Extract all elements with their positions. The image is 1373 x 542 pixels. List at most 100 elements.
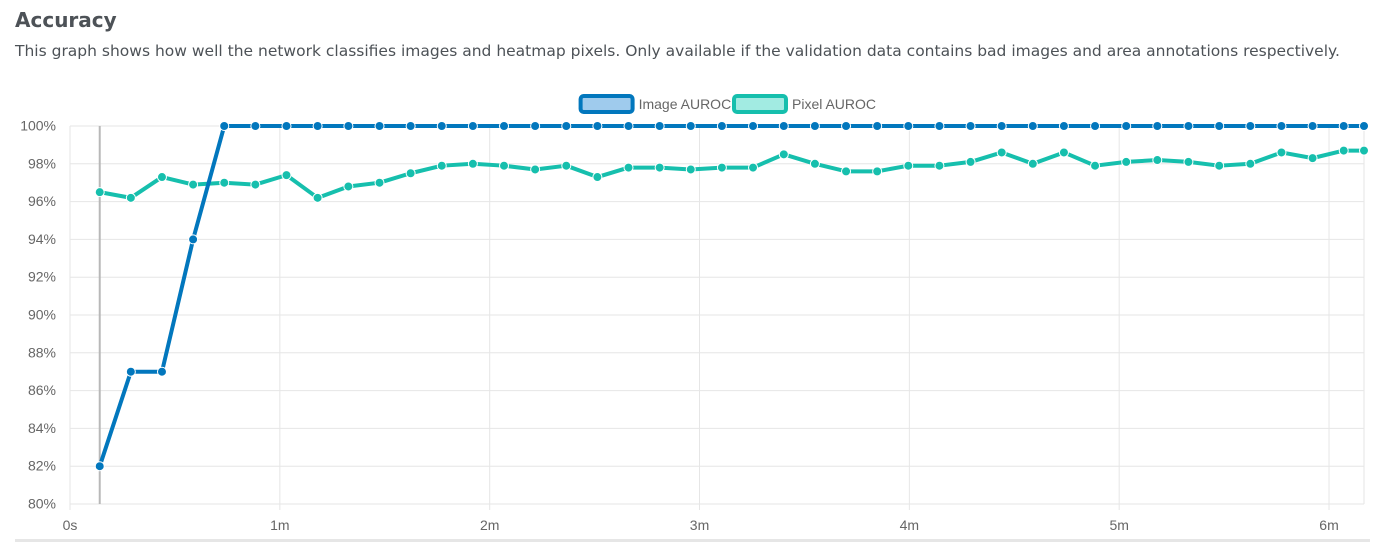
data-point[interactable] bbox=[841, 166, 852, 177]
legend-swatch-pixel-auroc[interactable] bbox=[732, 94, 788, 114]
data-point[interactable] bbox=[996, 147, 1007, 158]
data-point[interactable] bbox=[156, 172, 167, 183]
y-tick-label: 88% bbox=[28, 344, 56, 360]
data-point[interactable] bbox=[716, 121, 727, 131]
data-point[interactable] bbox=[436, 160, 447, 171]
data-point[interactable] bbox=[1152, 121, 1163, 131]
bottom-divider bbox=[15, 539, 1370, 542]
data-point[interactable] bbox=[996, 121, 1007, 131]
data-point[interactable] bbox=[125, 366, 136, 377]
data-point[interactable] bbox=[654, 121, 665, 131]
data-point[interactable] bbox=[250, 121, 261, 131]
data-point[interactable] bbox=[405, 121, 416, 131]
data-point[interactable] bbox=[1307, 121, 1318, 131]
x-tick-label: 1m bbox=[270, 517, 289, 533]
data-point[interactable] bbox=[94, 187, 105, 198]
data-point[interactable] bbox=[374, 177, 385, 188]
data-point[interactable] bbox=[748, 121, 759, 131]
data-point[interactable] bbox=[467, 121, 478, 131]
data-point[interactable] bbox=[1214, 160, 1225, 171]
chart-title: Accuracy bbox=[15, 8, 117, 32]
data-point[interactable] bbox=[778, 121, 789, 131]
data-point[interactable] bbox=[1359, 121, 1369, 131]
data-point[interactable] bbox=[1214, 121, 1225, 131]
data-point[interactable] bbox=[1090, 121, 1101, 131]
data-point[interactable] bbox=[716, 162, 727, 173]
y-tick-label: 92% bbox=[28, 269, 56, 285]
series-image-auroc bbox=[94, 121, 1369, 472]
data-point[interactable] bbox=[872, 121, 883, 131]
data-point[interactable] bbox=[1183, 121, 1194, 131]
y-tick-label: 96% bbox=[28, 193, 56, 209]
data-point[interactable] bbox=[1276, 121, 1287, 131]
data-point[interactable] bbox=[436, 121, 447, 131]
legend-swatch-image-auroc[interactable] bbox=[578, 94, 635, 114]
data-point[interactable] bbox=[903, 121, 914, 131]
data-point[interactable] bbox=[343, 181, 354, 192]
data-point[interactable] bbox=[623, 162, 634, 173]
data-point[interactable] bbox=[219, 121, 230, 131]
data-point[interactable] bbox=[1027, 121, 1038, 131]
data-point[interactable] bbox=[1121, 121, 1132, 131]
data-point[interactable] bbox=[685, 121, 696, 131]
data-point[interactable] bbox=[530, 121, 541, 131]
data-point[interactable] bbox=[654, 162, 665, 173]
data-point[interactable] bbox=[561, 121, 572, 131]
data-point[interactable] bbox=[499, 121, 510, 131]
y-tick-label: 86% bbox=[28, 382, 56, 398]
data-point[interactable] bbox=[1338, 145, 1349, 156]
data-point[interactable] bbox=[592, 172, 603, 183]
data-point[interactable] bbox=[1307, 153, 1318, 164]
data-point[interactable] bbox=[94, 461, 105, 472]
data-point[interactable] bbox=[530, 164, 541, 175]
data-point[interactable] bbox=[281, 170, 292, 181]
data-point[interactable] bbox=[748, 162, 759, 173]
y-tick-label: 80% bbox=[28, 496, 56, 512]
data-point[interactable] bbox=[965, 121, 976, 131]
data-point[interactable] bbox=[188, 179, 199, 190]
data-point[interactable] bbox=[1152, 155, 1163, 166]
data-point[interactable] bbox=[1027, 158, 1038, 169]
data-point[interactable] bbox=[1121, 156, 1132, 167]
data-point[interactable] bbox=[623, 121, 634, 131]
data-point[interactable] bbox=[312, 121, 323, 131]
data-point[interactable] bbox=[467, 158, 478, 169]
data-point[interactable] bbox=[778, 149, 789, 160]
data-point[interactable] bbox=[1058, 121, 1069, 131]
data-point[interactable] bbox=[1245, 158, 1256, 169]
data-point[interactable] bbox=[1359, 145, 1369, 156]
data-point[interactable] bbox=[809, 121, 820, 131]
data-point[interactable] bbox=[1338, 121, 1349, 131]
data-point[interactable] bbox=[592, 121, 603, 131]
data-point[interactable] bbox=[250, 179, 261, 190]
data-point[interactable] bbox=[841, 121, 852, 131]
x-tick-label: 0s bbox=[63, 517, 78, 533]
legend-label[interactable]: Pixel AUROC bbox=[792, 96, 876, 112]
data-point[interactable] bbox=[934, 121, 945, 131]
legend-label[interactable]: Image AUROC bbox=[639, 96, 732, 112]
data-point[interactable] bbox=[499, 160, 510, 171]
data-point[interactable] bbox=[1276, 147, 1287, 158]
data-point[interactable] bbox=[685, 164, 696, 175]
data-point[interactable] bbox=[903, 160, 914, 171]
data-point[interactable] bbox=[809, 158, 820, 169]
data-point[interactable] bbox=[561, 160, 572, 171]
data-point[interactable] bbox=[1058, 147, 1069, 158]
data-point[interactable] bbox=[125, 192, 136, 203]
data-point[interactable] bbox=[405, 168, 416, 179]
data-point[interactable] bbox=[1245, 121, 1256, 131]
data-point[interactable] bbox=[343, 121, 354, 131]
data-point[interactable] bbox=[281, 121, 292, 131]
data-point[interactable] bbox=[1090, 160, 1101, 171]
data-point[interactable] bbox=[312, 192, 323, 203]
data-point[interactable] bbox=[1183, 156, 1194, 167]
data-point[interactable] bbox=[156, 366, 167, 377]
y-tick-label: 90% bbox=[28, 307, 56, 323]
data-point[interactable] bbox=[374, 121, 385, 131]
data-point[interactable] bbox=[219, 177, 230, 188]
data-point[interactable] bbox=[934, 160, 945, 171]
data-point[interactable] bbox=[965, 156, 976, 167]
data-point[interactable] bbox=[188, 234, 199, 245]
data-point[interactable] bbox=[872, 166, 883, 177]
